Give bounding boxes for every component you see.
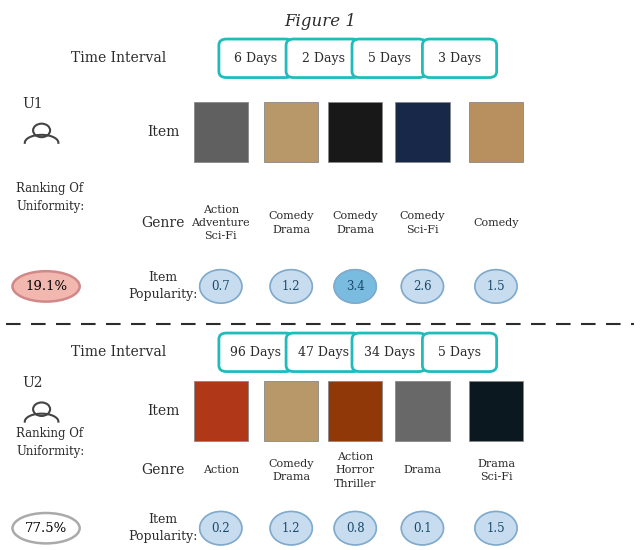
Circle shape xyxy=(475,512,517,545)
FancyBboxPatch shape xyxy=(193,102,248,162)
FancyBboxPatch shape xyxy=(468,102,524,162)
Text: 3 Days: 3 Days xyxy=(438,52,481,65)
Text: Comedy
Drama: Comedy Drama xyxy=(332,211,378,235)
Text: Action
Horror
Thriller: Action Horror Thriller xyxy=(334,452,376,488)
FancyBboxPatch shape xyxy=(396,102,450,162)
Ellipse shape xyxy=(12,271,80,301)
Text: Comedy
Sci-Fi: Comedy Sci-Fi xyxy=(399,211,445,235)
Text: Action: Action xyxy=(203,465,239,475)
Text: Time Interval: Time Interval xyxy=(71,345,166,359)
Text: 34 Days: 34 Days xyxy=(364,346,415,359)
Text: Figure 1: Figure 1 xyxy=(284,13,356,30)
Text: Genre: Genre xyxy=(141,464,185,477)
Text: 5 Days: 5 Days xyxy=(438,346,481,359)
FancyBboxPatch shape xyxy=(328,102,383,162)
FancyBboxPatch shape xyxy=(328,381,383,441)
Text: 1.5: 1.5 xyxy=(486,522,506,535)
Text: 77.5%: 77.5% xyxy=(25,522,67,535)
FancyBboxPatch shape xyxy=(468,381,524,441)
Circle shape xyxy=(270,270,312,303)
Text: 6 Days: 6 Days xyxy=(234,52,278,65)
Circle shape xyxy=(401,512,444,545)
Text: Item
Popularity:: Item Popularity: xyxy=(129,271,198,301)
Text: Comedy: Comedy xyxy=(473,218,519,228)
FancyBboxPatch shape xyxy=(286,333,360,372)
Text: Item
Popularity:: Item Popularity: xyxy=(129,513,198,543)
Text: 0.2: 0.2 xyxy=(211,522,230,535)
Text: Drama: Drama xyxy=(403,465,442,475)
Text: Ranking Of
Uniformity:: Ranking Of Uniformity: xyxy=(16,182,84,213)
Text: 2.6: 2.6 xyxy=(413,280,432,293)
Text: 96 Days: 96 Days xyxy=(230,346,282,359)
FancyBboxPatch shape xyxy=(352,39,426,78)
Text: 2 Days: 2 Days xyxy=(301,52,345,65)
Text: Genre: Genre xyxy=(141,216,185,230)
Ellipse shape xyxy=(12,513,80,543)
Text: Time Interval: Time Interval xyxy=(71,51,166,65)
Circle shape xyxy=(401,270,444,303)
FancyBboxPatch shape xyxy=(264,102,319,162)
Text: Ranking Of
Uniformity:: Ranking Of Uniformity: xyxy=(16,427,84,458)
Text: Comedy
Drama: Comedy Drama xyxy=(268,211,314,235)
Text: 47 Days: 47 Days xyxy=(298,346,349,359)
Text: Action
Adventure
Sci-Fi: Action Adventure Sci-Fi xyxy=(191,205,250,241)
Text: 5 Days: 5 Days xyxy=(367,52,411,65)
Text: 0.8: 0.8 xyxy=(346,522,365,535)
Text: U1: U1 xyxy=(22,97,43,111)
Text: Item: Item xyxy=(147,125,179,139)
FancyBboxPatch shape xyxy=(422,333,497,372)
Text: 0.7: 0.7 xyxy=(211,280,230,293)
FancyBboxPatch shape xyxy=(352,333,426,372)
Text: 19.1%: 19.1% xyxy=(25,280,67,293)
FancyBboxPatch shape xyxy=(422,39,497,78)
Circle shape xyxy=(200,512,242,545)
Text: 0.1: 0.1 xyxy=(413,522,432,535)
Text: Comedy
Drama: Comedy Drama xyxy=(268,459,314,482)
Circle shape xyxy=(200,270,242,303)
Circle shape xyxy=(475,270,517,303)
Text: 1.5: 1.5 xyxy=(486,280,506,293)
FancyBboxPatch shape xyxy=(286,39,360,78)
Text: 1.2: 1.2 xyxy=(282,522,300,535)
FancyBboxPatch shape xyxy=(219,333,293,372)
FancyBboxPatch shape xyxy=(219,39,293,78)
Circle shape xyxy=(334,270,376,303)
FancyBboxPatch shape xyxy=(396,381,450,441)
Text: 3.4: 3.4 xyxy=(346,280,365,293)
Circle shape xyxy=(334,512,376,545)
Text: U2: U2 xyxy=(22,376,43,390)
FancyBboxPatch shape xyxy=(193,381,248,441)
FancyBboxPatch shape xyxy=(264,381,319,441)
Circle shape xyxy=(270,512,312,545)
Text: 1.2: 1.2 xyxy=(282,280,300,293)
Text: Drama
Sci-Fi: Drama Sci-Fi xyxy=(477,459,515,482)
Text: Item: Item xyxy=(147,404,179,417)
